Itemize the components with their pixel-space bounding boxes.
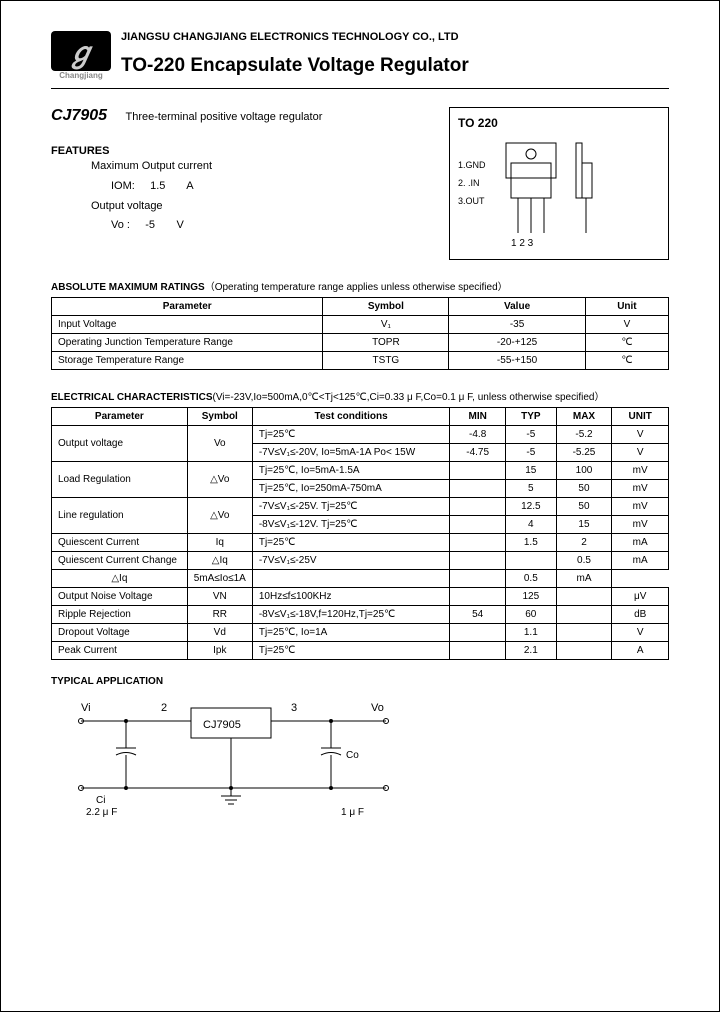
- col-symbol: Symbol: [323, 298, 449, 316]
- ec-table: Parameter Symbol Test conditions MIN TYP…: [51, 407, 669, 660]
- ec-heading: ELECTRICAL CHARACTERISTICS(Vi=-23V,Io=50…: [51, 388, 669, 403]
- vo-symbol: Vo :: [111, 219, 130, 231]
- svg-text:1 μ F: 1 μ F: [341, 807, 364, 818]
- table-row: Output voltageVoTj=25℃-4.8-5-5.2V: [52, 426, 669, 444]
- logo-block: ℊ Changjiang: [51, 31, 111, 80]
- table-row: Operating Junction Temperature Range TOP…: [52, 334, 669, 352]
- package-drawing: 1 2 3: [496, 138, 660, 251]
- svg-text:Co: Co: [346, 750, 359, 761]
- table-row: Line regulation△Vo-7V≤V₁≤-25V. Tj=25℃12.…: [52, 498, 669, 516]
- max-output-label: Maximum Output current: [91, 157, 419, 177]
- package-pin-labels: 1.GND 2. .IN 3.OUT: [458, 138, 486, 251]
- logo-caption: Changjiang: [51, 71, 111, 80]
- vo-label: Output voltage: [91, 197, 419, 217]
- logo-icon: ℊ: [51, 31, 111, 71]
- divider: [51, 88, 669, 89]
- svg-text:3: 3: [291, 702, 297, 714]
- table-row: Parameter Symbol Test conditions MIN TYP…: [52, 408, 669, 426]
- part-number: CJ7905: [51, 107, 107, 125]
- to220-icon: 1 2 3: [496, 138, 626, 248]
- table-row: Peak CurrentIpkTj=25℃2.1A: [52, 642, 669, 660]
- pin2-label: 2. .IN: [458, 174, 486, 192]
- pin-numbers: 1 2 3: [511, 238, 534, 248]
- table-row: Load Regulation△VoTj=25℃, Io=5mA-1.5A151…: [52, 462, 669, 480]
- table-row: Ripple RejectionRR-8V≤V₁≤-18V,f=120Hz,Tj…: [52, 606, 669, 624]
- iom-unit: A: [186, 180, 193, 192]
- table-row: Dropout VoltageVdTj=25℃, Io=1A1.1V: [52, 624, 669, 642]
- col-value: Value: [449, 298, 586, 316]
- amr-table: Parameter Symbol Value Unit Input Voltag…: [51, 297, 669, 370]
- package-label: TO 220: [458, 116, 660, 130]
- table-row: Output Noise VoltageVN10Hz≤f≤100KHz125μV: [52, 588, 669, 606]
- features-heading: FEATURES: [51, 145, 419, 157]
- svg-text:CJ7905: CJ7905: [203, 719, 241, 731]
- pin3-label: 3.OUT: [458, 192, 486, 210]
- table-row: △Iq5mA≤Io≤1A0.5mA: [52, 570, 669, 588]
- datasheet-page: ℊ Changjiang JIANGSU CHANGJIANG ELECTRON…: [0, 0, 720, 1012]
- col-unit: Unit: [585, 298, 668, 316]
- svg-text:2: 2: [161, 702, 167, 714]
- header: ℊ Changjiang JIANGSU CHANGJIANG ELECTRON…: [51, 31, 669, 80]
- svg-text:Vi: Vi: [81, 702, 91, 714]
- iom-symbol: IOM:: [111, 180, 135, 192]
- table-row: Quiescent Current Change△Iq-7V≤V₁≤-25V0.…: [52, 552, 669, 570]
- typical-app-heading: TYPICAL APPLICATION: [51, 676, 669, 687]
- col-parameter: Parameter: [52, 298, 323, 316]
- part-desc: Three-terminal positive voltage regulato…: [126, 111, 323, 123]
- table-row: Storage Temperature Range TSTG -55-+150 …: [52, 352, 669, 370]
- package-box: TO 220 1.GND 2. .IN 3.OUT: [449, 107, 669, 260]
- circuit-diagram: Vi 2 3 Vo CJ7905: [51, 693, 669, 838]
- header-text: JIANGSU CHANGJIANG ELECTRONICS TECHNOLOG…: [121, 31, 669, 77]
- circuit-icon: Vi 2 3 Vo CJ7905: [51, 693, 431, 833]
- svg-text:2.2 μ F: 2.2 μ F: [86, 807, 117, 818]
- table-row: Parameter Symbol Value Unit: [52, 298, 669, 316]
- company-name: JIANGSU CHANGJIANG ELECTRONICS TECHNOLOG…: [121, 31, 669, 43]
- part-section: CJ7905 Three-terminal positive voltage r…: [51, 107, 669, 260]
- vo-unit: V: [176, 219, 183, 231]
- pin1-label: 1.GND: [458, 156, 486, 174]
- table-row: Quiescent CurrentIqTj=25℃1.52mA: [52, 534, 669, 552]
- part-info: CJ7905 Three-terminal positive voltage r…: [51, 107, 419, 260]
- svg-text:Vo: Vo: [371, 702, 384, 714]
- iom-value: 1.5: [150, 180, 165, 192]
- vo-value: -5: [145, 219, 155, 231]
- table-row: Input Voltage V₁ -35 V: [52, 316, 669, 334]
- svg-text:Ci: Ci: [96, 795, 105, 806]
- features-body: Maximum Output current IOM: 1.5 A Output…: [91, 157, 419, 236]
- amr-heading: ABSOLUTE MAXIMUM RATINGS（Operating tempe…: [51, 278, 669, 293]
- document-title: TO-220 Encapsulate Voltage Regulator: [121, 55, 669, 77]
